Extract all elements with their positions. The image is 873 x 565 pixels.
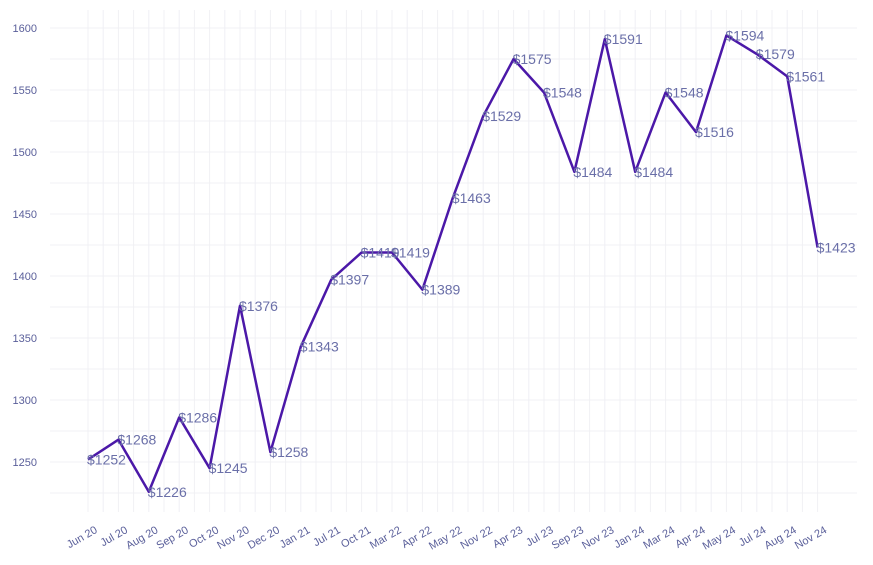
x-tick-label: Jun 20 bbox=[65, 524, 100, 551]
x-tick-label: Aug 20 bbox=[124, 524, 160, 552]
x-tick-label: Apr 23 bbox=[491, 524, 525, 551]
data-label: $1419 bbox=[361, 244, 400, 260]
y-axis: 1250 1300 1350 1400 1450 1500 1550 1600 bbox=[13, 23, 37, 469]
y-tick-label: 1500 bbox=[13, 147, 37, 159]
data-label: $1561 bbox=[786, 68, 825, 84]
data-label: $1389 bbox=[421, 282, 460, 298]
data-labels: $1252 $1268 $1226 $1286 $1245 $1376 $1258 $1343… bbox=[87, 27, 856, 499]
x-tick-label: Nov 22 bbox=[459, 524, 495, 552]
data-label: $1286 bbox=[178, 409, 217, 425]
data-label: $1484 bbox=[573, 164, 612, 180]
series-group bbox=[87, 34, 819, 494]
data-label: $1594 bbox=[725, 27, 764, 43]
x-tick-label: Mar 22 bbox=[368, 524, 404, 552]
x-tick-label: Jan 24 bbox=[612, 524, 647, 551]
x-tick-label: Dec 20 bbox=[246, 524, 282, 552]
data-label: $1419 bbox=[391, 244, 430, 260]
y-tick-label: 1300 bbox=[13, 395, 37, 407]
grid bbox=[50, 10, 857, 512]
x-tick-label: Sep 20 bbox=[154, 524, 190, 552]
x-tick-label: Oct 21 bbox=[339, 524, 373, 551]
x-tick-label: May 22 bbox=[427, 524, 464, 552]
data-label: $1245 bbox=[209, 460, 248, 476]
y-tick-label: 1400 bbox=[13, 271, 37, 283]
series-line bbox=[87, 34, 819, 494]
x-tick-label: Aug 24 bbox=[762, 524, 798, 552]
x-tick-label: Jul 21 bbox=[311, 524, 342, 549]
x-tick-label: Jan 21 bbox=[278, 524, 313, 551]
x-tick-label: May 24 bbox=[701, 524, 738, 552]
x-tick-label: Jul 20 bbox=[98, 524, 129, 549]
data-label: $1252 bbox=[87, 452, 126, 468]
y-tick-label: 1250 bbox=[13, 457, 37, 469]
data-label: $1529 bbox=[482, 108, 521, 124]
data-label: $1343 bbox=[300, 339, 339, 355]
data-label: $1591 bbox=[604, 31, 643, 47]
data-label: $1423 bbox=[817, 239, 856, 255]
data-label: $1463 bbox=[452, 190, 491, 206]
data-label: $1376 bbox=[239, 298, 278, 314]
x-tick-label: Jul 23 bbox=[524, 524, 555, 549]
data-label: $1548 bbox=[543, 84, 582, 100]
data-label: $1548 bbox=[665, 84, 704, 100]
x-tick-label: Nov 20 bbox=[215, 524, 251, 552]
x-tick-label: Mar 24 bbox=[641, 524, 677, 552]
data-label: $1516 bbox=[695, 124, 734, 140]
data-label: $1226 bbox=[148, 484, 187, 500]
data-label: $1258 bbox=[269, 444, 308, 460]
x-tick-label: Sep 23 bbox=[550, 524, 586, 552]
x-tick-label: Nov 23 bbox=[580, 524, 616, 552]
x-tick-label: Oct 20 bbox=[187, 524, 221, 551]
x-tick-label: Nov 24 bbox=[793, 524, 829, 552]
data-label: $1579 bbox=[756, 46, 795, 62]
data-label: $1575 bbox=[513, 51, 552, 67]
y-tick-label: 1350 bbox=[13, 333, 37, 345]
y-tick-label: 1550 bbox=[13, 85, 37, 97]
y-tick-label: 1450 bbox=[13, 209, 37, 221]
y-tick-label: 1600 bbox=[13, 23, 37, 35]
data-label: $1484 bbox=[634, 164, 673, 180]
data-label: $1397 bbox=[330, 272, 369, 288]
data-label: $1268 bbox=[117, 432, 156, 448]
